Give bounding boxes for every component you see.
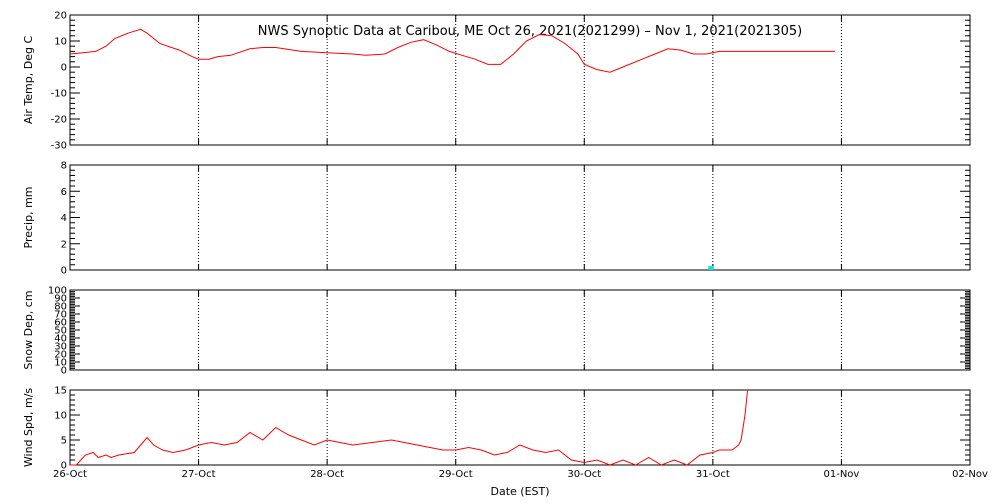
y-tick-label: 30 <box>54 342 67 353</box>
y-tick-label: 90 <box>54 294 67 305</box>
x-axis-label: Date (EST) <box>490 485 549 498</box>
x-tick-label: 01-Nov <box>823 469 859 480</box>
y-tick-label: 0 <box>61 266 67 277</box>
y-tick-label: 5 <box>61 436 67 447</box>
panel-frame <box>69 289 971 371</box>
x-tick-label: 27-Oct <box>182 469 216 480</box>
y-tick-label: -20 <box>51 115 67 126</box>
x-tick-label: 29-Oct <box>439 469 473 480</box>
y-tick-label: 15 <box>54 386 67 397</box>
precip-bar <box>708 266 714 270</box>
chart-title: NWS Synoptic Data at Caribou, ME Oct 26,… <box>258 24 802 39</box>
panel-windspd: 15 10 5 0 Wind Spd, m/s 26-Oct 27-Oct 28-Oct 29-… <box>22 386 988 499</box>
y-tick-label: 6 <box>61 187 67 198</box>
y-tick-label: 4 <box>61 213 67 224</box>
y-tick-label: 60 <box>54 318 67 329</box>
y-tick-label: 0 <box>61 63 67 74</box>
y-tick-label: 20 <box>54 350 67 361</box>
y-tick-label: 0 <box>61 366 67 377</box>
panel-precip: 8 6 4 2 0 Precip, mm <box>22 161 971 277</box>
y-tick-label: -10 <box>51 89 67 100</box>
x-tick-label: 28-Oct <box>310 469 344 480</box>
y-tick-label: 10 <box>54 358 67 369</box>
y-tick-label: 100 <box>48 286 67 297</box>
x-tick-label: 31-Oct <box>696 469 730 480</box>
panel-frame <box>69 164 971 271</box>
y-tick-label: 0 <box>61 461 67 472</box>
series-line-airtemp <box>69 28 835 73</box>
series-line-windspd <box>70 389 749 466</box>
x-tick-label: 26-Oct <box>53 469 87 480</box>
panel-airtemp: 20 10 0 -10 -20 -30 Air Temp, Deg C <box>22 11 971 152</box>
y-tick-label: 50 <box>54 326 67 337</box>
panel-frame <box>69 14 971 146</box>
y-axis-label-windspd: Wind Spd, m/s <box>22 388 35 468</box>
y-tick-label: -30 <box>51 141 67 152</box>
y-tick-label: 20 <box>54 11 67 22</box>
y-tick-label: 40 <box>54 334 67 345</box>
y-tick-label: 8 <box>61 161 67 172</box>
x-tick-label: 30-Oct <box>567 469 601 480</box>
panel-frame <box>69 389 971 466</box>
y-tick-label: 10 <box>54 37 67 48</box>
y-axis-label-airtemp: Air Temp, Deg C <box>22 36 35 125</box>
x-tick-label: 02-Nov <box>952 469 988 480</box>
y-tick-label: 70 <box>54 310 67 321</box>
y-tick-label: 2 <box>61 239 67 250</box>
y-axis-label-snowdep: Snow Dep, cm <box>22 290 35 369</box>
y-axis-label-precip: Precip, mm <box>22 187 35 249</box>
y-tick-label: 80 <box>54 302 67 313</box>
y-tick-label: 10 <box>54 411 67 422</box>
